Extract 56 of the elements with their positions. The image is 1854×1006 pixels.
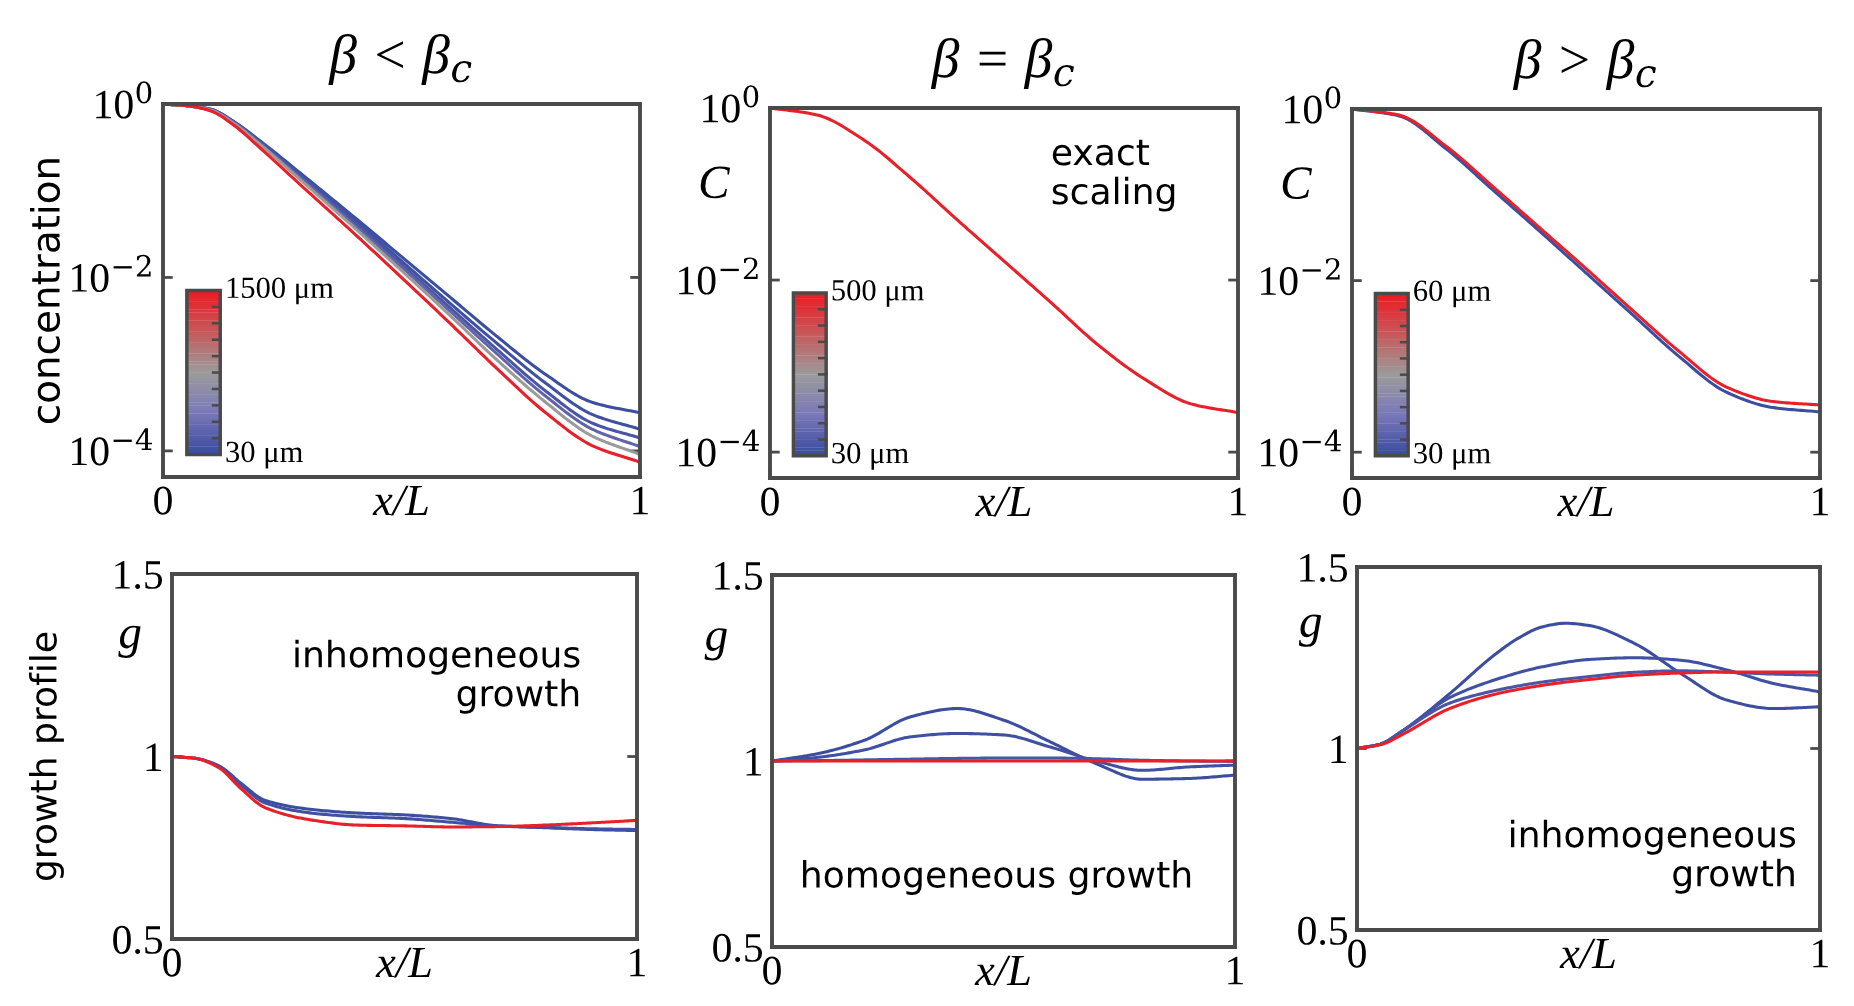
x-axis-title: x/L [975, 486, 1031, 517]
x-axis-title: x/L [974, 955, 1030, 986]
y-tick-label: 10$^{−2}$ [72, 254, 151, 293]
y-tick-label: 1 [146, 743, 162, 771]
y-tick-label: 0.5 [1298, 916, 1348, 946]
x-tick-label: 0 [1343, 487, 1361, 516]
x-tick-label: 1 [1231, 487, 1246, 516]
y-tick-label: 10$^{0}$ [1285, 86, 1341, 124]
x-tick-label: 1 [1813, 939, 1828, 968]
y-tick-label: 10$^{−4}$ [679, 429, 759, 467]
x-axis-title: x/L [1557, 486, 1613, 517]
chart-title: β > β$_{c}$ [1512, 39, 1656, 90]
y-axis-title: C [700, 166, 731, 199]
y-tick-label: 10$^{−2}$ [1261, 257, 1340, 296]
x-tick-label: 1 [1813, 487, 1828, 516]
annotation: 30 μm [832, 442, 909, 470]
y-axis-title: concentration [29, 159, 61, 424]
annotation: 30 μm [226, 441, 303, 469]
y-axis-title: g [704, 628, 727, 661]
y-axis-title: g [1298, 614, 1322, 647]
y-tick-label: 10$^{0}$ [703, 85, 759, 123]
x-axis-title: x/L [1559, 938, 1615, 969]
x-tick-label: 0 [761, 487, 779, 516]
chart-title: β = β$_{c}$ [930, 38, 1074, 89]
y-tick-label: 1.5 [715, 561, 763, 591]
x-tick-label: 0 [763, 956, 781, 985]
y-tick-label: 1.5 [1300, 553, 1348, 583]
y-tick-label: 0.5 [713, 933, 763, 963]
y-tick-label: 10$^{0}$ [96, 81, 152, 119]
annotation: inhomogeneous growth [295, 639, 580, 714]
x-tick-label: 0 [1348, 939, 1366, 968]
y-tick-label: 10$^{−4}$ [1261, 429, 1341, 467]
annotation: 30 μm [1414, 442, 1491, 470]
x-tick-label: 1 [633, 486, 648, 515]
y-tick-label: 1 [1331, 735, 1347, 763]
x-axis-title: x/L [372, 485, 428, 516]
text: growth profile [28, 632, 64, 881]
annotation: 60 μm [1414, 280, 1491, 308]
x-tick-label: 0 [163, 948, 181, 977]
y-tick-label: 0.5 [113, 925, 163, 955]
chart-title: β < β$_{c}$ [328, 34, 472, 85]
x-tick-label: 1 [1228, 956, 1243, 985]
x-axis-title: x/L [375, 947, 431, 978]
y-tick-label: 1 [746, 747, 762, 776]
x-tick-label: 0 [154, 486, 172, 515]
y-axis-title: C [1282, 167, 1313, 200]
annotation: 500 μm [832, 280, 924, 307]
annotation: homogeneous growth [803, 859, 1191, 895]
y-tick-label: 10$^{−2}$ [679, 257, 758, 295]
x-tick-label: 1 [630, 948, 645, 977]
y-tick-label: 1.5 [115, 560, 163, 590]
y-tick-label: 10$^{−4}$ [72, 428, 152, 466]
annotation: inhomogeneous growth [1511, 819, 1796, 894]
y-axis-title: g [118, 625, 141, 658]
annotation: 1500 μm [227, 277, 334, 305]
annotation: exact scaling [1052, 139, 1175, 212]
